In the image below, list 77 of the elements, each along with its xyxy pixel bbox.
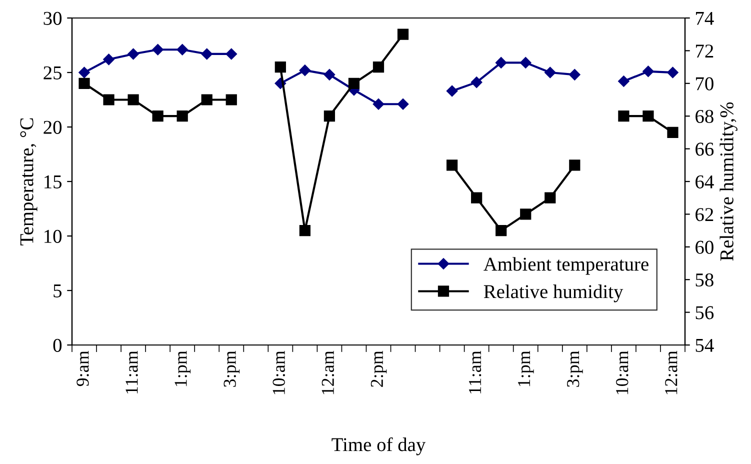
point [176,44,188,56]
point [642,110,654,122]
y2-tick-label: 54 [696,338,714,352]
x-tick-label: 1:pm [518,350,534,386]
x-tick-label: 11:am [126,350,138,394]
y-axis-title: Temperature, °C [20,118,38,246]
point [128,94,139,106]
point [495,57,507,68]
y2-tick-label: 64 [696,175,714,188]
point [544,192,556,204]
y2-tick-label: 74 [696,12,714,25]
point [128,48,139,60]
y2-tick-label: 62 [696,208,714,222]
y-tick-label: 30 [44,12,62,25]
point [642,66,654,78]
y-tick-label: 15 [44,175,62,188]
x-tick-label: 3:pm [224,350,240,387]
x-tick-label: 3:pm [567,350,583,387]
legend-label: Ambient temperature [484,257,648,275]
y-tick-label: 10 [44,230,62,243]
legend-label: Relative humidity [484,284,624,302]
point [397,28,409,40]
point [152,44,164,56]
x-tick-label: 11:am [469,350,482,394]
x-tick-label: 2:pm [370,350,387,387]
point [152,110,164,122]
y2-tick-label: 72 [696,44,714,58]
point [299,224,310,236]
y2-tick-label: 66 [696,142,714,156]
x-tick-label: 9:am [76,350,89,386]
point [201,48,212,60]
point [299,64,311,76]
point [324,69,336,80]
x-tick-label: 10:am [616,350,628,394]
point [78,66,90,78]
point [618,76,630,87]
point [372,61,384,73]
point [544,66,556,78]
x-tick-label: 12:am [322,350,334,394]
y-tick-label: 20 [44,120,62,134]
point [446,85,458,97]
y-tick-label: 0 [53,338,62,352]
point [226,48,237,60]
point [618,110,630,122]
x-tick-label: 1:pm [174,350,191,386]
y-tick-label: 25 [44,66,62,80]
y2-tick-label: 60 [696,240,714,254]
point [103,94,114,106]
point [324,110,336,122]
point [176,110,188,122]
point [226,94,237,106]
point [569,69,580,80]
point [569,160,580,171]
point [397,98,409,110]
point [667,66,678,78]
x-tick-label: 12:am [665,350,678,394]
point [446,160,458,171]
x-axis-title: Time of day [332,437,426,456]
y2-tick-label: 56 [696,306,714,320]
point [103,54,114,66]
point [201,94,212,106]
point [520,57,532,68]
x-tick-label: 10:am [272,350,286,394]
point [274,61,286,73]
point [372,98,384,110]
y2-axis-title: Relative humidity,% [720,102,738,261]
y2-tick-label: 70 [696,77,714,90]
point [667,126,678,138]
point [470,76,482,88]
point [78,78,90,89]
y2-tick-label: 68 [696,110,714,124]
point [348,78,360,89]
point [496,224,507,236]
point [471,192,482,204]
point [520,208,532,220]
y-tick-label: 5 [54,284,62,298]
y2-tick-label: 58 [696,273,714,287]
